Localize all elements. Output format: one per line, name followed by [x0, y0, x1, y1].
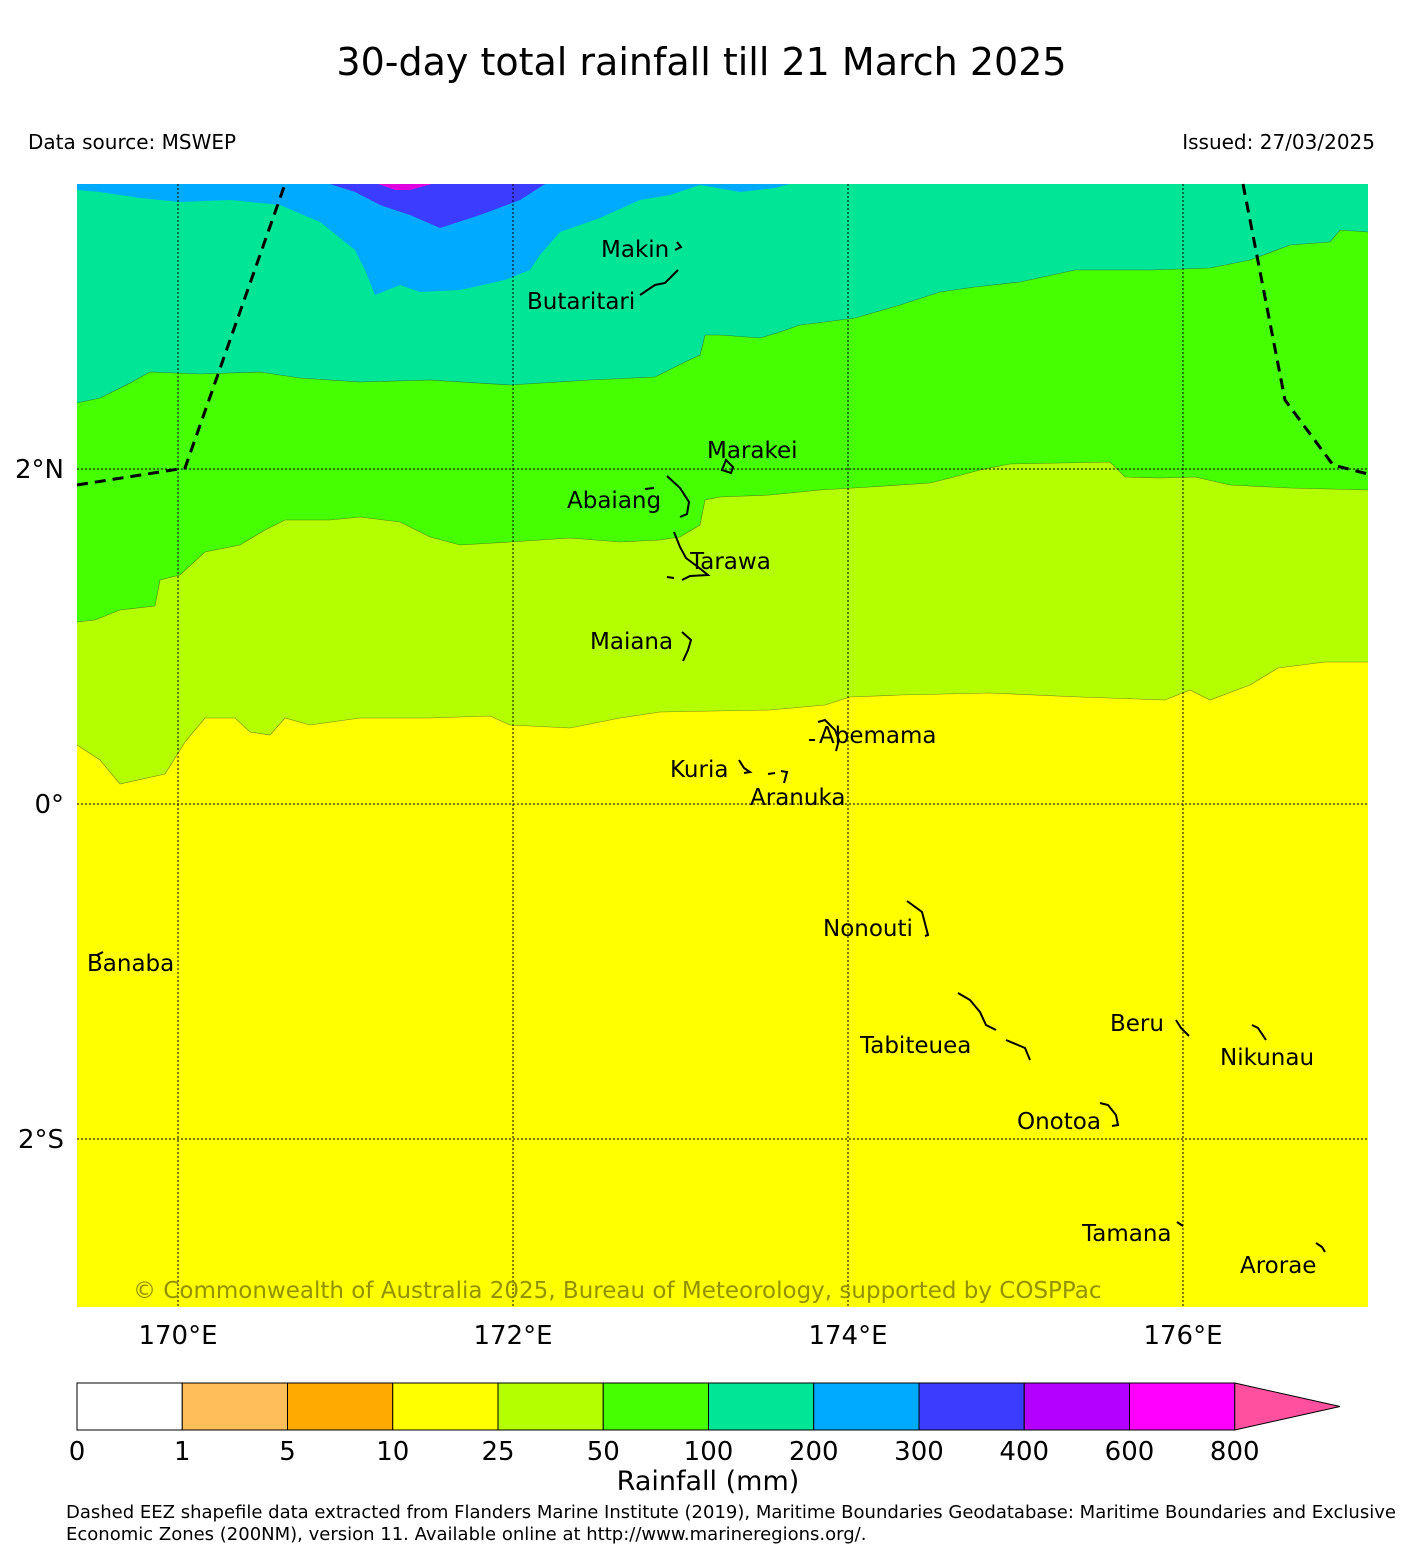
island-outlines [96, 241, 1326, 1253]
label-nikunau: Nikunau [1220, 1045, 1314, 1071]
issued-date: Issued: 27/03/2025 [1182, 130, 1375, 154]
colorbar-swatch [1129, 1382, 1236, 1431]
band-300-400 [330, 184, 545, 228]
label-beru: Beru [1110, 1011, 1164, 1037]
label-makin: Makin [601, 237, 669, 263]
lon-tick-172: 172°E [473, 1321, 552, 1351]
rainfall-field [77, 184, 1368, 1307]
colorbar-swatch [392, 1382, 499, 1431]
colorbar-swatch [813, 1382, 920, 1431]
colorbar-swatch [76, 1382, 183, 1431]
colorbar-swatch [181, 1382, 288, 1431]
label-butaritari: Butaritari [527, 289, 635, 315]
label-marakei: Marakei [707, 438, 798, 464]
colorbar-label: Rainfall (mm) [617, 1466, 800, 1497]
colorbar-swatch [918, 1382, 1025, 1431]
label-aranuka: Aranuka [750, 785, 845, 811]
lon-tick-176: 176°E [1143, 1321, 1222, 1351]
lat-tick-2s: 2°S [18, 1125, 64, 1155]
axis-labels: 170°E 172°E 174°E 176°E 2°N 0° 2°S [15, 455, 1223, 1351]
label-banaba: Banaba [87, 951, 174, 977]
label-tamana: Tamana [1081, 1221, 1172, 1247]
label-arorae: Arorae [1240, 1253, 1316, 1279]
data-source: Data source: MSWEP [28, 130, 237, 154]
label-maiana: Maiana [590, 629, 673, 655]
band-200-300 [77, 184, 790, 295]
place-labels: Makin Butaritari Marakei Abaiang Tarawa … [87, 237, 1316, 1279]
label-tabiteuea: Tabiteuea [859, 1033, 971, 1059]
label-kuria: Kuria [670, 757, 728, 783]
footnote: Dashed EEZ shapefile data extracted from… [66, 1502, 1396, 1545]
label-tarawa: Tarawa [689, 549, 771, 575]
colorbar-extend-arrow [1234, 1382, 1341, 1431]
colorbar-swatch [497, 1382, 604, 1431]
band-400-600 [378, 184, 432, 190]
colorbar-tick: 800 [1210, 1437, 1260, 1467]
colorbar-tick: 10 [376, 1437, 409, 1467]
colorbar-tick: 300 [894, 1437, 944, 1467]
label-nonouti: Nonouti [823, 916, 913, 942]
colorbar-swatch [287, 1382, 394, 1431]
colorbar-tick: 600 [1105, 1437, 1155, 1467]
label-onotoa: Onotoa [1017, 1109, 1101, 1135]
colorbar-tick: 0 [69, 1437, 86, 1467]
colorbar-tick: 200 [789, 1437, 839, 1467]
eez-boundary [76, 183, 1369, 487]
label-abaiang: Abaiang [567, 488, 661, 514]
colorbar-tick: 100 [684, 1437, 734, 1467]
colorbar-swatch [602, 1382, 709, 1431]
colorbar-swatch [708, 1382, 815, 1431]
colorbar: 0 1 5 10 25 50 100 200 300 400 600 800 [69, 1382, 1341, 1467]
lat-tick-0: 0° [34, 790, 64, 820]
colorbar-tick: 50 [587, 1437, 620, 1467]
colorbar-tick: 1 [174, 1437, 191, 1467]
lat-tick-2n: 2°N [15, 455, 64, 485]
lon-tick-170: 170°E [138, 1321, 217, 1351]
colorbar-tick: 25 [481, 1437, 514, 1467]
colorbar-tick: 5 [279, 1437, 296, 1467]
copyright-notice: © Commonwealth of Australia 2025, Bureau… [133, 1278, 1102, 1304]
colorbar-swatch [1023, 1382, 1130, 1431]
colorbar-tick: 400 [999, 1437, 1049, 1467]
rainfall-map: Makin Butaritari Marakei Abaiang Tarawa … [15, 183, 1369, 1497]
lon-tick-174: 174°E [808, 1321, 887, 1351]
label-abemama: Abemama [819, 723, 936, 749]
page-title: 30-day total rainfall till 21 March 2025 [336, 40, 1067, 84]
